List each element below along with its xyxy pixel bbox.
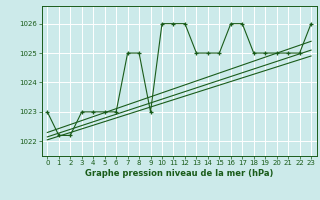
X-axis label: Graphe pression niveau de la mer (hPa): Graphe pression niveau de la mer (hPa) (85, 169, 273, 178)
